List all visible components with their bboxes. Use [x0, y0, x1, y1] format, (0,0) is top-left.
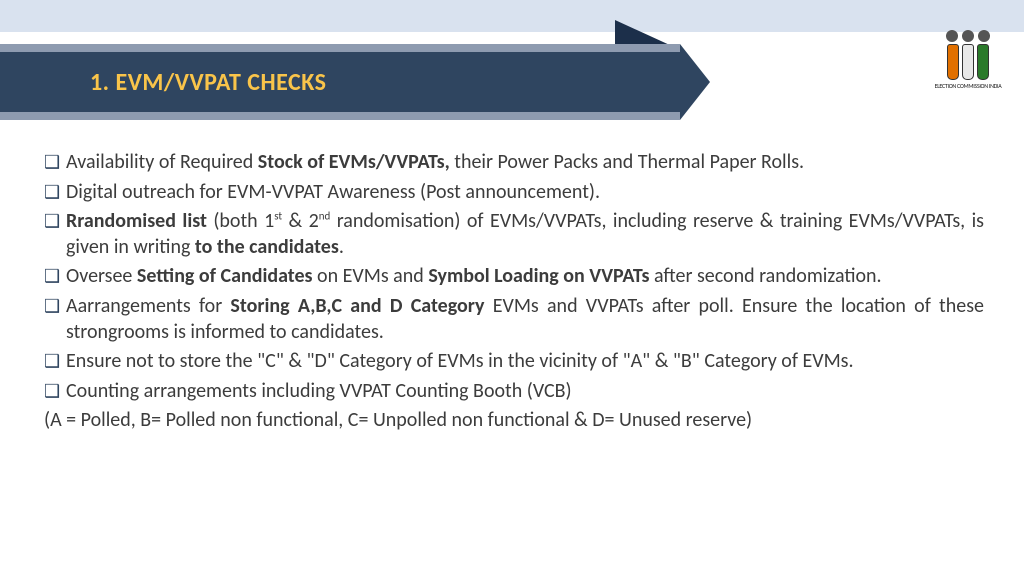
- logo-bars: [932, 44, 1004, 80]
- footnote: (A = Polled, B= Polled non functional, C…: [44, 408, 984, 434]
- bullet-item: ❑Counting arrangements including VVPAT C…: [44, 379, 984, 405]
- title-top-strip: [0, 44, 680, 52]
- banner-arrow: [680, 44, 710, 120]
- logo-dot: [962, 30, 974, 42]
- bullet-text: Digital outreach for EVM-VVPAT Awareness…: [66, 180, 984, 206]
- bullet-text: Oversee Setting of Candidates on EVMs an…: [66, 264, 984, 290]
- bullet-item: ❑ Ensure not to store the "C" & "D" Cate…: [44, 349, 984, 375]
- bullet-glyph: ❑: [44, 209, 66, 260]
- bullet-text: Availability of Required Stock of EVMs/V…: [66, 150, 984, 176]
- bullet-text: Rrandomised list (both 1st & 2nd randomi…: [66, 209, 984, 260]
- eci-logo: ELECTION COMMISSION INDIA: [932, 30, 1004, 94]
- logo-caption: ELECTION COMMISSION INDIA: [932, 82, 1004, 90]
- logo-bar-green: [977, 44, 989, 80]
- content-body: ❑Availability of Required Stock of EVMs/…: [44, 150, 984, 434]
- bullet-text: Ensure not to store the "C" & "D" Catego…: [66, 349, 984, 375]
- title-bottom-strip: [0, 112, 680, 120]
- bullet-glyph: ❑: [44, 294, 66, 345]
- bullet-glyph: ❑: [44, 379, 66, 405]
- bullet-glyph: ❑: [44, 180, 66, 206]
- title-banner: 1. EVM/VVPAT CHECKS: [0, 52, 680, 112]
- bullet-item: ❑Rrandomised list (both 1st & 2nd random…: [44, 209, 984, 260]
- bullet-glyph: ❑: [44, 264, 66, 290]
- slide-title: 1. EVM/VVPAT CHECKS: [0, 68, 327, 97]
- logo-dot: [978, 30, 990, 42]
- bullet-text: Counting arrangements including VVPAT Co…: [66, 379, 984, 405]
- bullet-item: ❑Digital outreach for EVM-VVPAT Awarenes…: [44, 180, 984, 206]
- logo-bar-white: [962, 44, 974, 80]
- bullet-item: ❑Availability of Required Stock of EVMs/…: [44, 150, 984, 176]
- logo-bar-saffron: [947, 44, 959, 80]
- bullet-item: ❑Aarrangements for Storing A,B,C and D C…: [44, 294, 984, 345]
- slide: 1. EVM/VVPAT CHECKS ELECTION COMMISSION …: [0, 0, 1024, 576]
- logo-dots: [932, 30, 1004, 42]
- bullet-glyph: ❑: [44, 150, 66, 176]
- top-band: [0, 0, 1024, 32]
- logo-dot: [946, 30, 958, 42]
- bullet-text: Aarrangements for Storing A,B,C and D Ca…: [66, 294, 984, 345]
- bullet-item: ❑Oversee Setting of Candidates on EVMs a…: [44, 264, 984, 290]
- bullet-glyph: ❑: [44, 349, 66, 375]
